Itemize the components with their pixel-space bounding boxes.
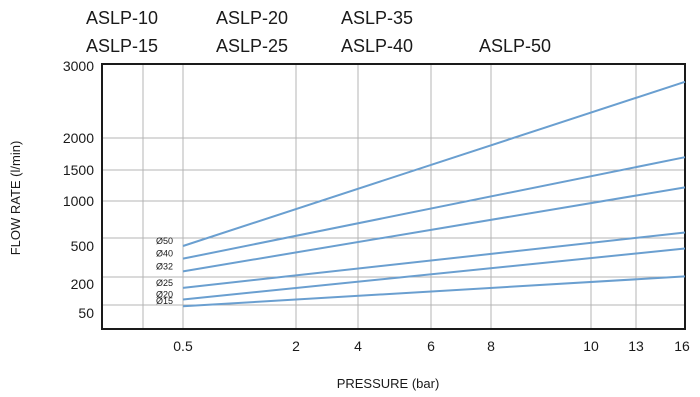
model-header: ASLP-10 ASLP-15 ASLP-20 ASLP-25 ASLP-35 … bbox=[86, 8, 551, 56]
series-line bbox=[182, 80, 686, 247]
series-lines bbox=[182, 80, 686, 308]
x-tick-label: 0.5 bbox=[173, 338, 193, 354]
x-tick-label: 4 bbox=[354, 338, 362, 354]
y-tick-label: 50 bbox=[78, 305, 94, 321]
series-label: Ø15 bbox=[156, 296, 173, 306]
model-label: ASLP-35 bbox=[341, 8, 413, 28]
series-label: Ø25 bbox=[156, 278, 173, 288]
y-tick-label: 200 bbox=[71, 276, 95, 292]
model-label: ASLP-25 bbox=[216, 36, 288, 56]
series-line bbox=[182, 247, 686, 301]
model-label: ASLP-20 bbox=[216, 8, 288, 28]
x-tick-label: 2 bbox=[292, 338, 300, 354]
y-tick-label: 3000 bbox=[63, 58, 94, 74]
series-line bbox=[182, 275, 686, 308]
series-line bbox=[182, 186, 686, 273]
y-axis-ticks: 50 200 500 1000 1500 2000 3000 bbox=[63, 58, 94, 321]
y-tick-label: 500 bbox=[71, 238, 95, 254]
model-label: ASLP-15 bbox=[86, 36, 158, 56]
x-axis-title: PRESSURE (bar) bbox=[337, 376, 440, 391]
x-axis-ticks: 0.5 2 4 6 8 10 13 16 bbox=[173, 338, 690, 354]
series-label: Ø32 bbox=[156, 261, 173, 271]
model-label: ASLP-40 bbox=[341, 36, 413, 56]
model-label: ASLP-50 bbox=[479, 36, 551, 56]
series-line bbox=[182, 156, 686, 260]
x-tick-label: 13 bbox=[628, 338, 644, 354]
plot-frame bbox=[101, 63, 686, 330]
series-label: Ø20 bbox=[156, 289, 173, 299]
x-tick-label: 16 bbox=[674, 338, 690, 354]
y-tick-label: 1500 bbox=[63, 162, 94, 178]
series-line bbox=[182, 231, 686, 289]
x-tick-label: 8 bbox=[487, 338, 495, 354]
grid bbox=[102, 64, 685, 329]
x-tick-label: 6 bbox=[427, 338, 435, 354]
y-axis-title: FLOW RATE (l/min) bbox=[8, 141, 23, 256]
series-label: Ø50 bbox=[156, 236, 173, 246]
y-tick-label: 1000 bbox=[63, 193, 94, 209]
model-label: ASLP-10 bbox=[86, 8, 158, 28]
x-tick-label: 10 bbox=[583, 338, 599, 354]
y-tick-label: 2000 bbox=[63, 130, 94, 146]
series-label: Ø40 bbox=[156, 249, 173, 259]
